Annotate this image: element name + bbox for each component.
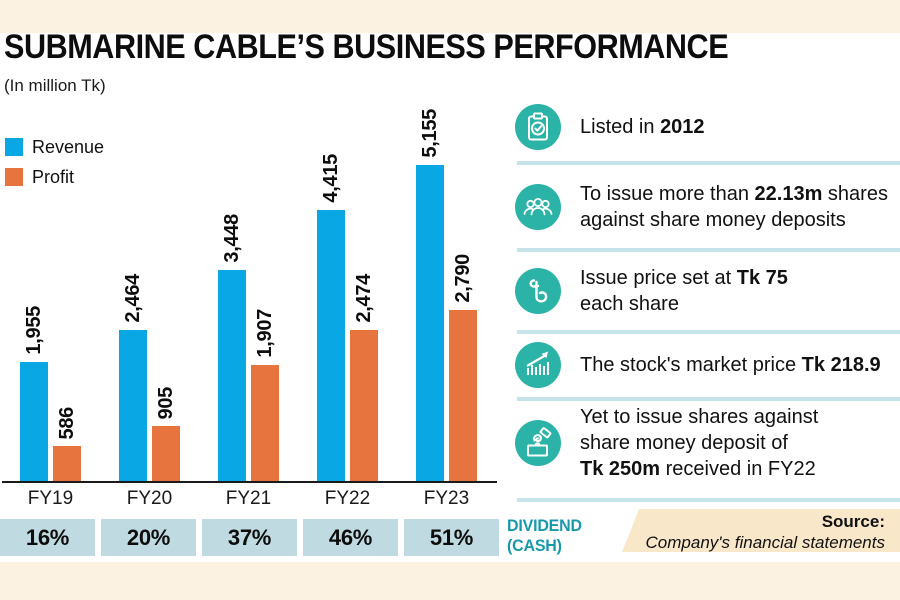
bar-revenue-fy19 [20,362,48,482]
separator [517,498,900,502]
page-title: SUBMARINE CABLE’S BUSINESS PERFORMANCE [4,28,729,66]
fact-text-market-price: The stock's market price Tk 218.9 [580,354,881,376]
category-label-fy21: FY21 [225,488,272,509]
fact-text-shares-issue: To issue more than 22.13m shares against … [580,183,888,231]
category-label-fy19: FY19 [27,488,74,509]
bar-value-label: 1,907 [254,309,276,358]
bar-value-label: 3,448 [221,214,243,263]
money-deposit-icon [515,420,561,466]
source-attribution: Source: Company's financial statements [622,509,900,552]
bar-profit-fy20 [152,426,180,482]
x-axis-line [2,481,497,483]
bar-value-label: 5,155 [419,109,441,158]
bottom-cream-strip [0,562,900,600]
separator [517,248,900,252]
bar-profit-fy22 [350,330,378,482]
people-group-icon [515,184,561,230]
category-label-fy22: FY22 [324,488,371,509]
stock-growth-icon [515,342,561,388]
bar-revenue-fy23 [416,165,444,482]
dividend-label-line2: (CASH) [507,536,562,555]
top-cream-strip [0,0,900,33]
fact-shares-issue: To issue more than 22.13m shares against … [515,181,900,233]
fact-text-share-money-deposit: Yet to issue shares against share money d… [580,406,819,480]
dividend-value-fy19: 16% [0,519,95,556]
fact-market-price: The stock's market price Tk 218.9 [515,342,900,388]
legend-item-profit: Profit [5,162,104,192]
bar-value-label: 1,955 [23,306,45,355]
unit-note: (In million Tk) [4,76,106,95]
bar-profit-fy23 [449,310,477,482]
taka-currency-icon [515,268,561,314]
source-text: Company's financial statements [645,533,885,552]
revenue-swatch [5,138,23,156]
fact-text-listed: Listed in 2012 [580,116,705,138]
dividend-label: DIVIDEND (CASH) [507,516,582,556]
dividend-value-fy22: 46% [303,519,398,556]
fact-listed: Listed in 2012 [515,104,900,150]
dividend-value-fy23: 51% [404,519,499,556]
bar-value-label: 2,790 [452,254,474,303]
profit-swatch [5,168,23,186]
fact-text-issue-price: Issue price set at Tk 75 each share [580,267,788,315]
legend-label-revenue: Revenue [32,136,105,157]
source-label: Source: [821,512,885,531]
separator [517,397,900,401]
bar-value-label: 4,415 [320,154,342,203]
bar-revenue-fy22 [317,210,345,482]
bar-profit-fy21 [251,365,279,482]
bar-value-label: 905 [155,386,177,419]
separator [517,330,900,334]
category-label-fy23: FY23 [423,488,470,509]
bar-chart-plot-area: 1,955 586 2,464 905 3,448 1,907 4,415 2,474 5,15… [0,109,500,482]
fact-share-money-deposit: Yet to issue shares against share money d… [515,404,900,482]
dividend-value-fy20: 20% [101,519,196,556]
clipboard-check-icon [515,104,561,150]
bar-revenue-fy21 [218,270,246,482]
dividend-value-fy21: 37% [202,519,297,556]
bar-value-label: 2,474 [353,274,375,323]
fact-issue-price: Issue price set at Tk 75 each share [515,265,900,317]
category-label-fy20: FY20 [126,488,173,509]
dividend-label-line1: DIVIDEND [507,516,582,535]
bar-value-label: 586 [56,406,78,439]
separator [517,161,900,165]
legend-label-profit: Profit [32,166,75,187]
bar-revenue-fy20 [119,330,147,482]
legend-item-revenue: Revenue [5,132,104,162]
chart-legend: Revenue Profit [5,132,104,192]
bar-profit-fy19 [53,446,81,482]
bar-value-label: 2,464 [122,274,144,323]
